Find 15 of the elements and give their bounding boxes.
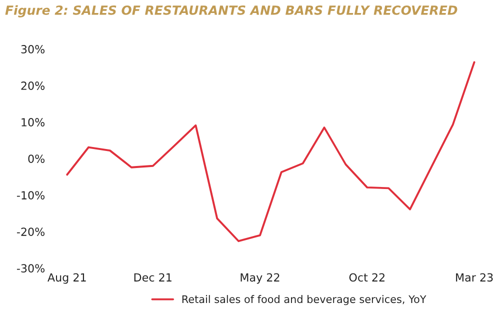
x-tick-label: May 22 [240,273,280,284]
line-series [66,61,476,242]
legend-label: Retail sales of food and beverage services, YoY [182,295,426,306]
x-tick-label: Aug 21 [48,273,86,284]
y-tick-label: 0% [28,154,45,163]
y-tick-label: 10% [22,118,45,126]
y-tick-label: -20% [16,228,45,236]
y-tick-label: -10% [16,191,45,200]
x-tick-label: Mar 23 [456,273,493,282]
y-tick-label: 20% [21,82,45,90]
chart-title: Figure 2: SALES OF RESTAURANTS AND BARS FULLY RECOVERED [5,5,458,18]
x-tick-label: Dec 21 [134,273,172,282]
x-tick-label: Oct 22 [349,273,384,282]
y-tick-label: 30% [21,45,45,54]
y-tick-label: -30% [16,264,45,273]
